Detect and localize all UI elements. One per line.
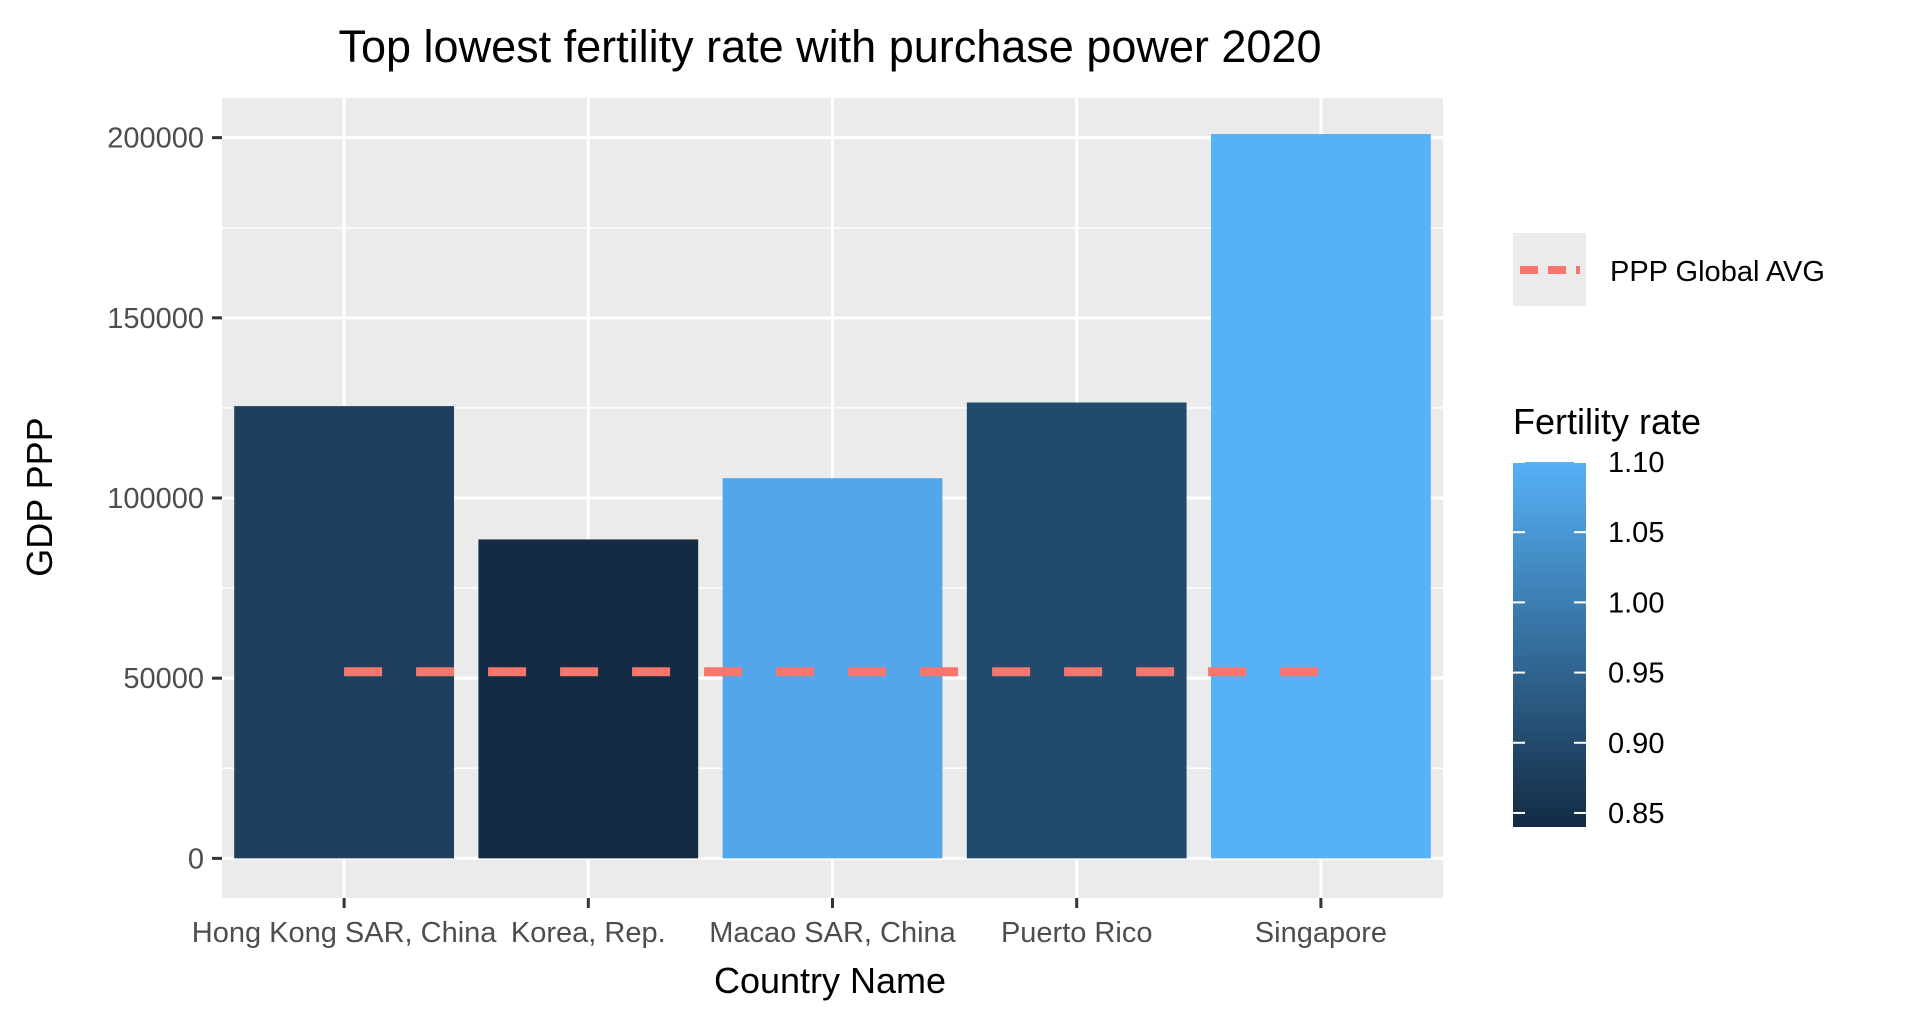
y-axis-title: GDP PPP	[19, 417, 60, 576]
legend-label-ppp-global-avg: PPP Global AVG	[1610, 256, 1825, 288]
colorbar-tick-label: 0.90	[1608, 728, 1664, 760]
colorbar	[1513, 462, 1586, 827]
fertility-legend: Fertility rate 0.85 0.90 0.95 1.00 1.05 1.10	[1513, 401, 1701, 830]
x-tick-label: Macao SAR, China	[709, 917, 956, 949]
bar-singapore	[1211, 134, 1431, 859]
y-tick-label: 200000	[107, 123, 204, 155]
bars	[234, 134, 1431, 859]
chart-title: Top lowest fertility rate with purchase …	[339, 21, 1322, 72]
colorbar-tick-label: 1.10	[1608, 447, 1664, 479]
bar-macao-sar-china	[722, 478, 943, 859]
y-tick-label: 150000	[107, 303, 204, 335]
bar-korea-rep	[478, 539, 699, 859]
bar-hong-kong-sar-china	[234, 406, 454, 859]
x-tick-label: Puerto Rico	[1001, 917, 1153, 949]
x-tick-label: Korea, Rep.	[511, 917, 666, 949]
y-tick-label: 0	[188, 843, 204, 875]
bar-puerto-rico	[966, 402, 1187, 859]
colorbar-tick-label: 1.05	[1608, 517, 1664, 549]
y-tick-label: 100000	[107, 483, 204, 515]
x-axis-title: Country Name	[714, 960, 946, 1001]
x-tick-label: Hong Kong SAR, China	[192, 917, 498, 949]
axes: 0 50000 100000 150000 200000 Hong Kong SAR, C…	[107, 123, 1387, 949]
colorbar-tick-label: 0.95	[1608, 658, 1664, 690]
colorbar-tick-label: 0.85	[1608, 798, 1664, 830]
y-tick-label: 50000	[123, 663, 204, 695]
x-tick-label: Singapore	[1255, 917, 1387, 949]
colorbar-ticks: 0.85 0.90 0.95 1.00 1.05 1.10	[1513, 447, 1664, 830]
colorbar-tick-label: 1.00	[1608, 587, 1664, 619]
legend-title-fertility-rate: Fertility rate	[1513, 401, 1701, 442]
legend-reference: PPP Global AVG	[1513, 233, 1825, 306]
